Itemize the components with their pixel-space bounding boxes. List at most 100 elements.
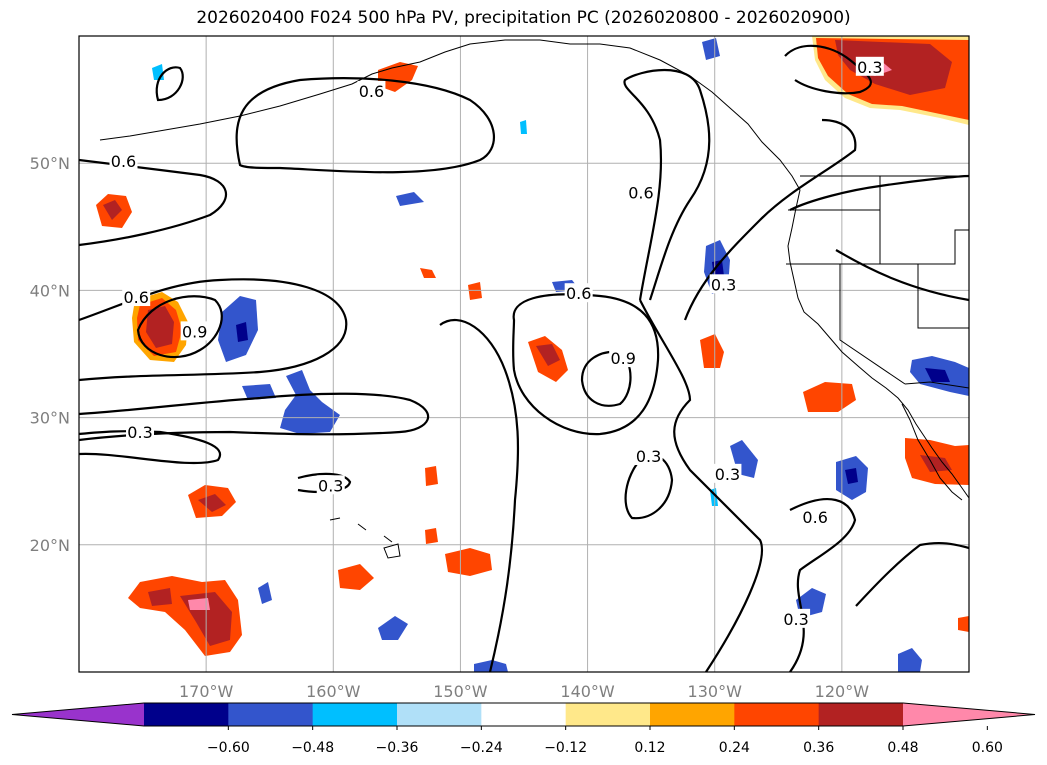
pv-contour-label-bg <box>122 287 151 307</box>
colorbar-bin <box>565 703 651 726</box>
precip-positive-area <box>338 564 374 590</box>
colorbar-outline <box>11 702 1036 727</box>
map-title: 2026020400 F024 500 hPa PV, precipitatio… <box>196 8 851 28</box>
pv-contour-labels: 0.6 0.6 0.6 0.9 0.3 0.3 0.6 0.9 0.3 0.6 0.3 0.3 0.3 0… <box>109 56 884 629</box>
colorbar-bin <box>818 703 904 726</box>
pv-contour <box>136 295 223 359</box>
latitude-tick-label: 50°N <box>30 154 70 173</box>
longitude-tick-label: 120°W <box>815 682 870 701</box>
precip-negative-area <box>898 648 922 672</box>
colorbar-tick-label: 0.36 <box>803 740 834 756</box>
precip-positive-area <box>700 334 724 368</box>
longitude-tick-label: 140°W <box>560 682 615 701</box>
pv-contour <box>235 77 495 174</box>
pv-contour <box>155 66 184 102</box>
hawaii-islands <box>329 517 401 559</box>
colorbar-bin <box>144 703 229 726</box>
pv-contour <box>79 158 228 247</box>
pv-contour-label: 0.3 <box>711 275 736 294</box>
colorbar-bin <box>650 703 735 726</box>
colorbar-extend-high <box>903 703 1035 726</box>
pv-contour-label-bg <box>626 182 655 202</box>
pv-contour-label-bg <box>609 348 638 368</box>
pv-contour <box>639 299 764 672</box>
longitude-tick-label: 130°W <box>688 682 743 701</box>
precip-positive-area <box>420 268 436 278</box>
precip-negative-area <box>378 616 408 640</box>
precip-positive-area <box>468 282 482 300</box>
precip-positive-area <box>188 598 210 610</box>
pv-contour-label: 0.3 <box>318 476 343 495</box>
pv-contour-label: 0.3 <box>127 423 152 442</box>
pv-contour-label-bg <box>801 507 830 527</box>
precip-positive-area <box>920 455 952 472</box>
colorbar-tick-label: 0.48 <box>887 740 918 756</box>
longitude-tick-labels: 170°W 160°W 150°W 140°W 130°W 120°W <box>179 682 869 701</box>
colorbar-bin <box>481 703 567 726</box>
colorbar-extend-low <box>12 703 144 726</box>
pv-contour <box>580 350 632 407</box>
latitude-tick-label: 20°N <box>30 536 70 555</box>
colorbar-tick-label: −0.60 <box>207 740 250 756</box>
precip-negative-area <box>152 64 164 80</box>
pv-contour <box>784 44 872 95</box>
pv-contour-label: 0.3 <box>636 447 661 466</box>
precip-positive-area <box>958 616 969 632</box>
precip-negative-area <box>702 38 720 60</box>
longitude-tick-label: 170°W <box>179 682 234 701</box>
pv-contour-label-bg <box>709 274 738 294</box>
precip-positive-area <box>445 548 492 576</box>
longitude-tick-label: 160°W <box>306 682 361 701</box>
pv-contour <box>835 249 969 302</box>
latitude-tick-labels: 20°N 30°N 40°N 50°N <box>30 154 70 555</box>
pv-contour-label: 0.9 <box>610 349 635 368</box>
pv-contour <box>789 174 969 211</box>
pv-contour-label-bg <box>855 56 884 76</box>
pv-contour-label: 0.6 <box>123 288 148 307</box>
map-frame <box>78 35 970 673</box>
pv-contour-label-bg <box>634 446 663 466</box>
pv-contour-label-bg <box>180 321 209 341</box>
colorbar-bin <box>312 703 398 726</box>
precip-negative-area <box>258 582 272 604</box>
pv-contour-label: 0.9 <box>182 322 207 341</box>
pv-contour-label: 0.3 <box>715 465 740 484</box>
colorbar-tick-label: −0.36 <box>376 740 419 756</box>
state-border <box>917 264 969 329</box>
pv-contour-label-bg <box>316 475 345 495</box>
precip-negative-area <box>396 192 424 206</box>
colorbar-tick-label: −0.12 <box>544 740 587 756</box>
alaska-coastline <box>99 39 801 191</box>
precip-positive-area <box>803 382 856 412</box>
pv-contour-label-bg <box>564 283 593 303</box>
pv-contour-layer <box>79 44 969 672</box>
colorbar-tick-label: −0.48 <box>291 740 334 756</box>
precip-positive-area <box>536 344 560 366</box>
pv-contour-label: 0.6 <box>566 284 591 303</box>
precip-positive-area <box>146 306 174 348</box>
state-border <box>839 264 906 385</box>
na-coastline <box>787 189 969 499</box>
pv-contour-label-bg <box>713 463 742 483</box>
pv-contour <box>855 541 969 607</box>
pv-contour-label-bg <box>126 421 155 441</box>
precip-negative-area <box>280 370 340 434</box>
colorbar-tick-label: −0.24 <box>460 740 503 756</box>
precip-positive-area <box>835 40 952 95</box>
precip-positive-area <box>198 494 226 512</box>
pv-contour-label: 0.6 <box>111 152 136 171</box>
pv-contour-label: 0.3 <box>857 58 882 77</box>
graticule <box>79 36 969 672</box>
precip-positive-area <box>148 588 172 606</box>
colorbar-bin <box>228 703 314 726</box>
pv-contour-label: 0.6 <box>359 82 384 101</box>
colorbar-tick-label: 0.12 <box>634 740 665 756</box>
precip-negative-area <box>520 120 527 134</box>
pv-contour <box>79 430 221 465</box>
longitude-tick-label: 150°W <box>433 682 488 701</box>
pv-contour <box>683 118 857 321</box>
colorbar-tick-label: 0.24 <box>719 740 750 756</box>
precip-positive-area <box>103 200 122 220</box>
pv-contour-label-bg <box>357 80 386 100</box>
precip-negative-area <box>242 384 276 400</box>
